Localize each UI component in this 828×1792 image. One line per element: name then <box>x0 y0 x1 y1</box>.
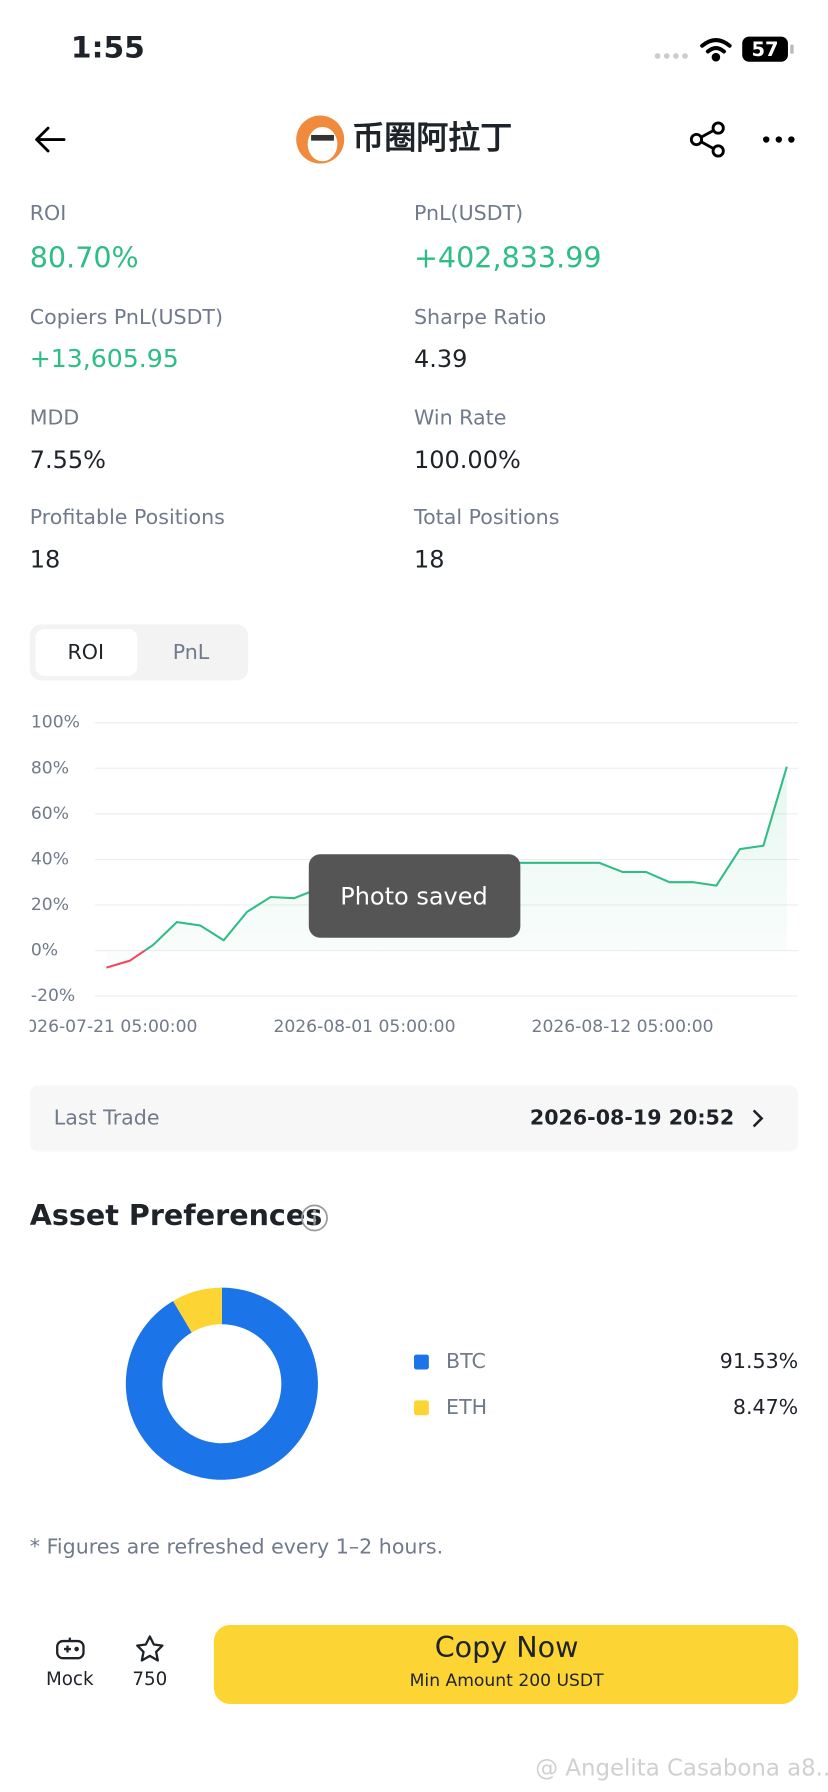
y-tick-label: 40% <box>31 849 69 869</box>
stat-label: Total Positions <box>413 505 559 529</box>
stat-value: 4.39 <box>414 345 467 373</box>
battery-icon <box>742 36 794 62</box>
status-time: 1:55 <box>71 31 145 66</box>
copy-button[interactable] <box>213 1625 799 1704</box>
stat-label: Profitable Positions <box>30 505 225 529</box>
asset-donut: BTC 91.53% ETH 8.47% <box>125 1287 798 1480</box>
stat-value: +13,605.95 <box>30 344 179 373</box>
favorite-count[interactable]: 750 <box>132 1669 167 1690</box>
info-icon[interactable] <box>301 1204 328 1232</box>
stat-label: Win Rate <box>414 406 506 430</box>
stat-value: 18 <box>30 545 61 573</box>
stat-label: ROI <box>30 201 67 225</box>
stat-value: 100.00% <box>414 446 521 474</box>
wifi-icon <box>700 38 732 62</box>
stat-value: +402,833.99 <box>414 241 602 275</box>
stat-value: 18 <box>414 545 445 573</box>
avatar <box>296 115 345 164</box>
stat-label: PnL(USDT) <box>414 201 523 225</box>
copy-button-label: Copy Now <box>435 1630 579 1664</box>
y-tick-label: 100% <box>31 713 80 733</box>
toast <box>308 854 521 938</box>
legend-label: ETH <box>446 1395 487 1419</box>
chevron <box>752 1109 764 1128</box>
footnote: * Figures are refreshed every 1–2 hours. <box>30 1534 443 1558</box>
stat-value: 80.70% <box>30 241 139 275</box>
copy-button-subtitle: Min Amount 200 USDT <box>410 1671 604 1691</box>
x-tick-label: 2026-08-01 05:00:00 <box>273 1017 455 1037</box>
y-tick-label: -20% <box>31 986 75 1006</box>
toast-text: Photo saved <box>340 883 488 911</box>
battery-level: 57 <box>752 38 779 61</box>
donut-slice <box>125 1287 318 1480</box>
y-tick-label: 0% <box>31 941 58 961</box>
legend-swatch <box>414 1400 429 1416</box>
legend-value: 8.47% <box>733 1395 798 1419</box>
stat-label: Sharpe Ratio <box>414 305 546 329</box>
mock-icon[interactable] <box>56 1637 85 1660</box>
back-button[interactable] <box>35 126 66 153</box>
x-tick-label: 2026-08-12 05:00:00 <box>532 1017 714 1037</box>
mock-label[interactable]: Mock <box>46 1669 94 1690</box>
signal-icon <box>654 53 688 59</box>
stat-value: 7.55% <box>30 446 106 474</box>
legend-swatch <box>414 1354 429 1370</box>
last-trade-row[interactable] <box>29 1085 799 1152</box>
donut-slice <box>173 1287 222 1333</box>
tab-active-bg <box>35 628 138 676</box>
share-button[interactable] <box>689 121 725 158</box>
legend-label: BTC <box>446 1349 486 1373</box>
legend-value: 91.53% <box>720 1349 798 1373</box>
x-tick-label: 2026-07-21 05:00:00 <box>15 1017 197 1037</box>
star-icon[interactable] <box>136 1635 164 1662</box>
y-tick-label: 60% <box>31 804 69 824</box>
more-button[interactable] <box>763 136 795 143</box>
tab-pnl[interactable]: PnL <box>173 640 210 664</box>
y-tick-label: 20% <box>31 895 69 915</box>
stat-label: Copiers PnL(USDT) <box>30 305 223 329</box>
last-trade-value: 2026-08-19 20:52 <box>530 1105 734 1129</box>
last-trade-label: Last Trade <box>54 1105 160 1129</box>
section-title: Asset Preferences <box>30 1198 323 1232</box>
tab-roi[interactable]: ROI <box>68 640 105 664</box>
trader-name: 币圈阿拉丁 <box>352 119 512 157</box>
y-tick-label: 80% <box>31 758 69 778</box>
stat-label: MDD <box>30 406 79 430</box>
watermark: @ Angelita Casabona a8... <box>535 1756 828 1782</box>
